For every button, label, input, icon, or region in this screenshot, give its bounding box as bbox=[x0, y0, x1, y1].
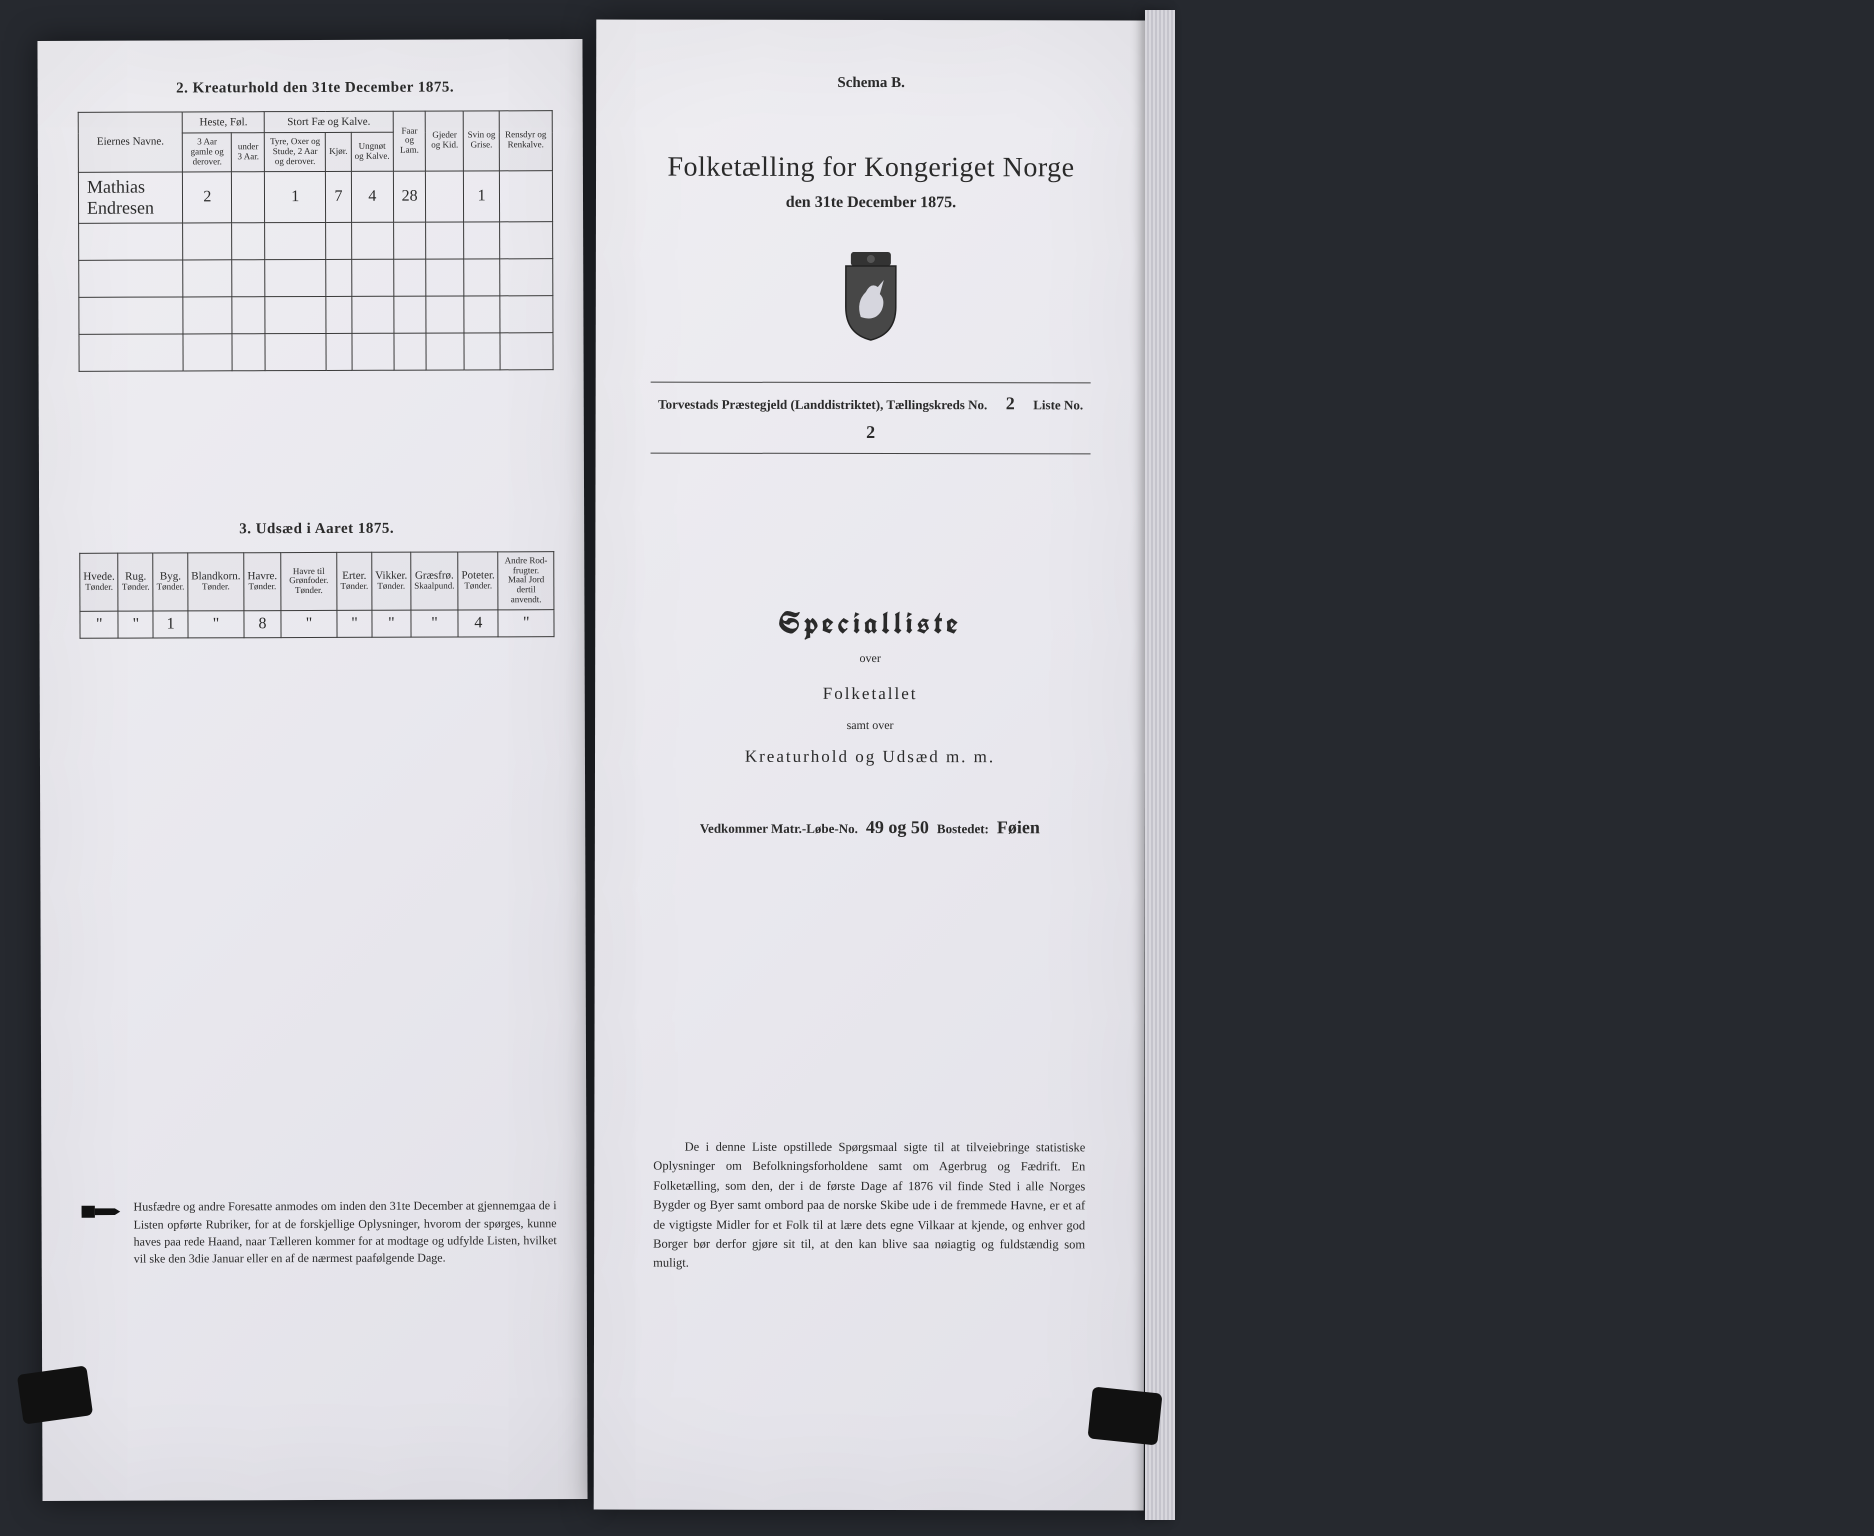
cell-peas: " bbox=[337, 610, 372, 637]
col-rye: Rug.Tønder. bbox=[118, 553, 153, 612]
scan-root: 2. Kreaturhold den 31te December 1875. E… bbox=[0, 0, 1874, 1536]
col-wheat: Hvede.Tønder. bbox=[80, 553, 119, 612]
cell-pig: 1 bbox=[464, 171, 500, 222]
cell-mixed: " bbox=[188, 611, 244, 638]
col-cattle-c: Ungnøt og Kalve. bbox=[351, 132, 394, 171]
col-goat: Gjeder og Kid. bbox=[426, 111, 464, 171]
left-content: 2. Kreaturhold den 31te December 1875. E… bbox=[37, 39, 586, 1299]
col-potato: Poteter.Tønder. bbox=[458, 552, 499, 611]
schema-label: Schema B. bbox=[651, 75, 1091, 93]
col-horse-a: 3 Aar gamle og derover. bbox=[183, 133, 232, 172]
cell-oats: 8 bbox=[244, 611, 281, 638]
over-label: over bbox=[650, 651, 1090, 667]
cell-grass: " bbox=[411, 610, 458, 637]
binder-clip-icon bbox=[1087, 1386, 1162, 1445]
col-horse-group: Heste, Føl. bbox=[182, 112, 264, 133]
col-mixed: Blandkorn.Tønder. bbox=[188, 552, 244, 611]
vedkommer-line: Vedkommer Matr.-Løbe-No. 49 og 50 Bosted… bbox=[650, 817, 1090, 839]
specialliste-heading: Specialliste bbox=[650, 604, 1090, 644]
cell-goat bbox=[426, 171, 464, 222]
col-pig: Svin og Grise. bbox=[464, 111, 500, 171]
district-line: Torvestads Præstegjeld (Landdistriktet),… bbox=[651, 382, 1091, 455]
subtitle: den 31te December 1875. bbox=[651, 194, 1091, 213]
cell-horse-b bbox=[232, 171, 265, 222]
cell-wheat: " bbox=[80, 611, 119, 638]
bostedet-label: Bostedet: bbox=[937, 821, 989, 837]
col-oats: Havre.Tønder. bbox=[244, 552, 281, 611]
coat-of-arms-icon bbox=[836, 252, 906, 342]
col-cattle-a: Tyre, Oxer og Stude, 2 Aar og derover. bbox=[265, 132, 326, 171]
cell-cattle-b: 7 bbox=[326, 171, 351, 222]
cell-potato: 4 bbox=[458, 610, 498, 637]
cell-horse-a: 2 bbox=[183, 171, 232, 222]
cell-cattle-a: 1 bbox=[265, 171, 326, 222]
right-content: Schema B. Folketælling for Kongeriget No… bbox=[594, 20, 1146, 1315]
right-page: Schema B. Folketælling for Kongeriget No… bbox=[594, 20, 1147, 1511]
kreds-no: 2 bbox=[995, 393, 1025, 414]
section3-title: 3. Udsæd i Aaret 1875. bbox=[79, 520, 554, 539]
col-sheep: Faar og Lam. bbox=[393, 111, 426, 171]
col-other: Andre Rod-frugter.Maal Jord dertil anven… bbox=[498, 551, 554, 610]
col-peas: Erter.Tønder. bbox=[337, 552, 372, 611]
binder-clip-icon bbox=[17, 1365, 93, 1424]
col-vetch: Vikker.Tønder. bbox=[372, 552, 411, 611]
section2-title: 2. Kreaturhold den 31te December 1875. bbox=[78, 79, 553, 98]
liste-label: Liste No. bbox=[1033, 397, 1083, 413]
district-prefix: Torvestads Præstegjeld (Landdistriktet),… bbox=[658, 397, 987, 414]
table-row bbox=[79, 295, 553, 334]
cell-owner: Mathias Endresen bbox=[78, 172, 182, 223]
pointing-hand-icon bbox=[82, 1201, 122, 1223]
cell-vetch: " bbox=[372, 610, 411, 637]
folketallet-label: Folketallet bbox=[650, 684, 1090, 705]
col-owner: Eiernes Navne. bbox=[78, 112, 182, 172]
col-barley: Byg.Tønder. bbox=[153, 553, 188, 612]
main-title: Folketælling for Kongeriget Norge bbox=[651, 152, 1091, 185]
col-grass: Græsfrø.Skaalpund. bbox=[411, 552, 458, 611]
table-row: " " 1 " 8 " " " " 4 " bbox=[80, 610, 554, 639]
col-horse-b: under 3 Aar. bbox=[232, 133, 265, 172]
bostedet-value: Føien bbox=[997, 817, 1040, 838]
cell-other: " bbox=[498, 610, 554, 637]
table-udsaed: Hvede.Tønder. Rug.Tønder. Byg.Tønder. Bl… bbox=[79, 551, 554, 639]
table-kreaturhold: Eiernes Navne. Heste, Føl. Stort Fæ og K… bbox=[78, 110, 554, 371]
cell-reindeer bbox=[499, 170, 552, 221]
cell-cattle-c: 4 bbox=[351, 171, 394, 222]
page-stack-edge bbox=[1145, 10, 1175, 1520]
left-page: 2. Kreaturhold den 31te December 1875. E… bbox=[37, 39, 587, 1501]
vedkommer-label: Vedkommer Matr.-Løbe-No. bbox=[700, 821, 858, 837]
col-cattle-b: Kjør. bbox=[326, 132, 351, 171]
kreatur-label: Kreaturhold og Udsæd m. m. bbox=[650, 747, 1090, 768]
table-row: Mathias Endresen 2 1 7 4 28 1 bbox=[78, 170, 552, 223]
cell-sheep: 28 bbox=[393, 171, 426, 222]
cell-oats-green: " bbox=[281, 611, 337, 638]
cell-barley: 1 bbox=[153, 611, 188, 638]
cell-rye: " bbox=[118, 611, 153, 638]
table-row bbox=[79, 221, 553, 260]
left-footnote: Husfædre og andre Foresatte anmodes om i… bbox=[81, 1197, 556, 1268]
matr-no: 49 og 50 bbox=[866, 817, 929, 838]
table-row bbox=[79, 258, 553, 297]
left-footnote-text: Husfædre og andre Foresatte anmodes om i… bbox=[133, 1197, 556, 1268]
samt-label: samt over bbox=[650, 718, 1090, 734]
table-row bbox=[79, 332, 553, 371]
col-oats-green: Havre til Grønfoder.Tønder. bbox=[281, 552, 338, 611]
liste-no: 2 bbox=[856, 422, 886, 443]
col-cattle-group: Stort Fæ og Kalve. bbox=[264, 111, 393, 132]
right-footnote: De i denne Liste opstillede Spørgsmaal s… bbox=[649, 1138, 1089, 1274]
col-reindeer: Rensdyr og Renkalve. bbox=[499, 111, 552, 171]
